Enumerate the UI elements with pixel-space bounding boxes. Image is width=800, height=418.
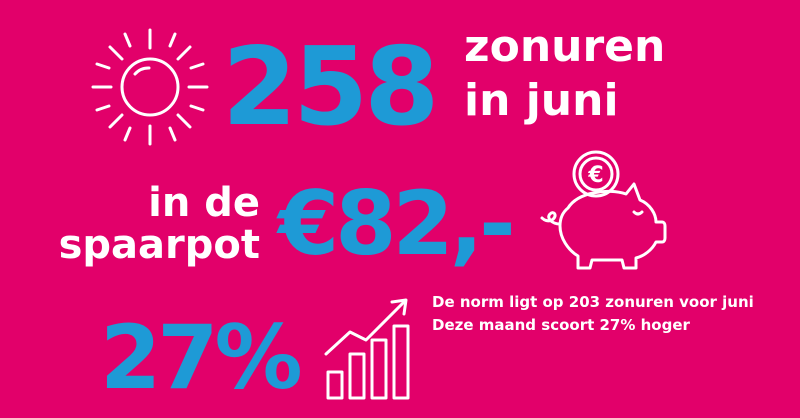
norm-note-line2: Deze maand scoort 27% hoger: [432, 316, 690, 334]
sun-hours-value: 258: [222, 25, 439, 150]
norm-note-line1: De norm ligt op 203 zonuren voor juni: [432, 293, 754, 311]
percent-value: 27%: [100, 306, 303, 409]
savings-label-line1: in de: [148, 180, 260, 226]
coin-symbol: €: [587, 163, 603, 188]
sun-hours-label-line2: in juni: [464, 75, 619, 126]
sun-icon: [91, 28, 209, 146]
sun-hours-label-line1: zonuren: [464, 21, 666, 72]
coin-icon: [572, 150, 620, 198]
piggy-bank-icon: €: [540, 150, 667, 270]
savings-value: €82,-: [278, 172, 516, 275]
growth-chart-icon: [324, 298, 410, 400]
savings-label-line2: spaarpot: [58, 222, 260, 268]
